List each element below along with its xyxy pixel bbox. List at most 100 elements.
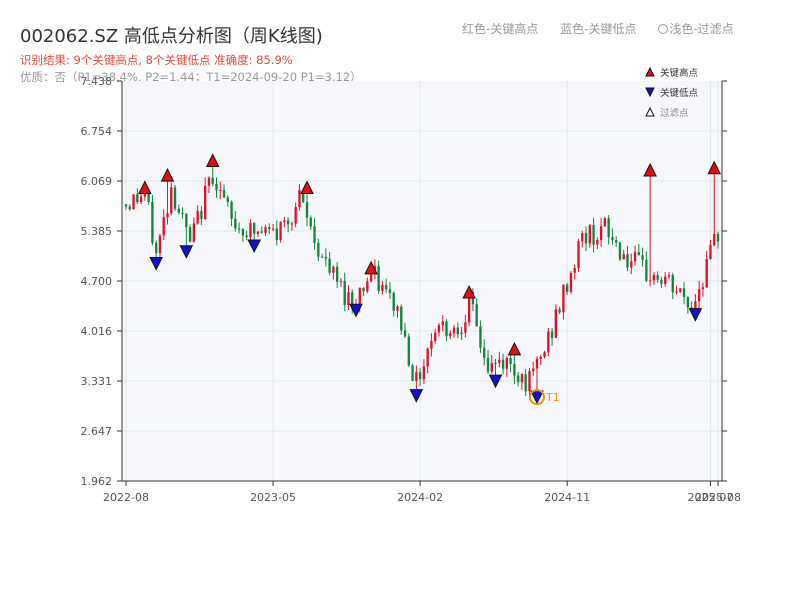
candle-body bbox=[400, 306, 403, 331]
candle-body bbox=[366, 281, 369, 292]
candle-body bbox=[188, 227, 192, 242]
candle-body bbox=[143, 192, 147, 197]
y-tick-label: 6.069 bbox=[81, 175, 113, 188]
candle-body bbox=[253, 222, 256, 234]
candle-body bbox=[302, 190, 305, 203]
key-high-marker bbox=[300, 180, 314, 195]
candle-body bbox=[535, 358, 539, 369]
candle-body bbox=[136, 194, 139, 203]
candle-body bbox=[671, 275, 674, 293]
candle-body bbox=[543, 352, 546, 357]
markers-group: T1 bbox=[138, 153, 722, 406]
candle-body bbox=[592, 225, 595, 245]
candle-body bbox=[124, 204, 128, 207]
candle-body bbox=[245, 235, 248, 238]
candle-body bbox=[581, 233, 584, 242]
candle-body bbox=[633, 252, 637, 262]
y-tick-label: 1.962 bbox=[81, 475, 113, 488]
candle-body bbox=[588, 225, 591, 244]
candle-body bbox=[697, 289, 701, 302]
legend-marker-icon bbox=[645, 66, 655, 77]
key-low-marker bbox=[247, 239, 262, 254]
candle-body bbox=[547, 331, 550, 353]
candle-body bbox=[241, 229, 245, 236]
candle-body bbox=[611, 236, 614, 241]
x-tick-label: 2025-08 bbox=[695, 491, 741, 504]
candle-body bbox=[550, 331, 554, 338]
candle-body bbox=[192, 223, 196, 242]
candle-body bbox=[215, 183, 218, 191]
candle-body bbox=[286, 220, 290, 225]
candle-body bbox=[339, 280, 343, 282]
candle-body bbox=[403, 330, 407, 337]
candle-body bbox=[283, 220, 286, 222]
candle-body bbox=[317, 242, 320, 257]
candle-body bbox=[539, 356, 542, 359]
candle-body bbox=[234, 218, 237, 229]
candle-body bbox=[679, 288, 682, 292]
candle-body bbox=[483, 347, 486, 358]
candle-body bbox=[320, 256, 324, 258]
candle-body bbox=[577, 241, 580, 269]
candle-body bbox=[385, 285, 388, 290]
candle-body bbox=[558, 309, 561, 313]
candle-body bbox=[520, 374, 524, 383]
x-tick-label: 2023-05 bbox=[250, 491, 296, 504]
candle-body bbox=[449, 333, 452, 337]
candle-body bbox=[177, 208, 180, 213]
candle-body bbox=[392, 292, 395, 311]
candle-body bbox=[494, 362, 497, 364]
x-tick-label: 2024-11 bbox=[544, 491, 590, 504]
candle-body bbox=[445, 321, 448, 337]
candle-body bbox=[347, 292, 350, 306]
key-high-marker bbox=[707, 160, 722, 175]
legend-red-label: 红色-关键高点 bbox=[462, 22, 539, 36]
candle-body bbox=[648, 280, 652, 282]
candle-body bbox=[682, 288, 686, 298]
candle-body bbox=[430, 340, 433, 349]
candle-body bbox=[407, 336, 410, 366]
candle-body bbox=[396, 306, 399, 311]
candle-body bbox=[456, 327, 459, 334]
candles-group bbox=[124, 166, 720, 400]
candle-body bbox=[290, 223, 294, 225]
t1-circle bbox=[529, 389, 546, 406]
candle-body bbox=[147, 192, 150, 202]
candle-body bbox=[211, 177, 214, 184]
candle-body bbox=[411, 365, 414, 381]
candle-body bbox=[603, 218, 607, 227]
candle-body bbox=[275, 228, 278, 241]
candle-body bbox=[566, 284, 569, 292]
candle-body bbox=[415, 372, 418, 381]
candle-body bbox=[479, 326, 482, 348]
legend-label: 过滤点 bbox=[660, 107, 689, 119]
candle-body bbox=[434, 332, 437, 341]
x-tick-label: 2022-08 bbox=[103, 491, 149, 504]
candle-body bbox=[490, 363, 493, 372]
y-tick-label: 2.647 bbox=[81, 425, 113, 438]
y-tick-label: 3.331 bbox=[81, 375, 113, 388]
candle-body bbox=[222, 189, 226, 198]
candle-body bbox=[249, 222, 252, 238]
candle-body bbox=[516, 375, 520, 383]
grid-lines bbox=[122, 81, 722, 481]
candle-body bbox=[358, 287, 361, 308]
key-low-marker bbox=[349, 303, 363, 318]
legend-blue-label: 蓝色-关键低点 bbox=[560, 22, 637, 36]
key-low-marker bbox=[149, 256, 163, 271]
candle-body bbox=[268, 227, 271, 230]
key-low-marker bbox=[488, 374, 503, 389]
candle-body bbox=[701, 287, 705, 290]
candle-body bbox=[498, 359, 501, 363]
key-high-marker bbox=[205, 153, 220, 167]
candle-body bbox=[207, 177, 211, 186]
candle-body bbox=[652, 275, 656, 281]
candle-body bbox=[641, 255, 644, 260]
legend-label: 关键高点 bbox=[660, 67, 699, 79]
candle-body bbox=[139, 196, 143, 203]
legend-label: 关键低点 bbox=[660, 87, 699, 99]
candle-body bbox=[381, 285, 384, 291]
candle-body bbox=[181, 212, 184, 214]
